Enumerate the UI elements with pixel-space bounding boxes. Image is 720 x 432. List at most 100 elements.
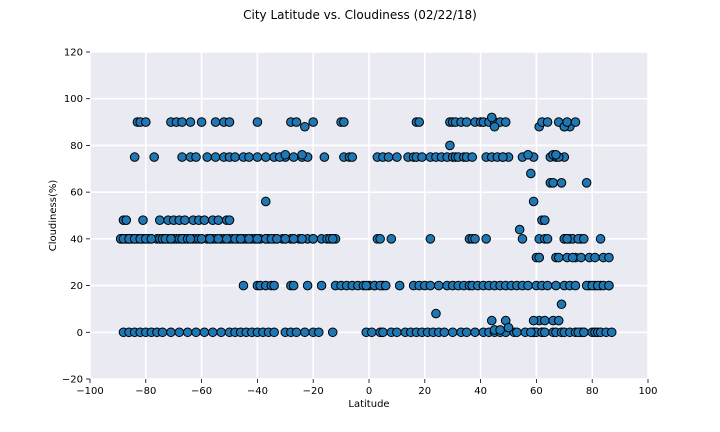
y-tick-label: 0 [77, 328, 83, 339]
x-tick-label: 100 [638, 386, 657, 397]
data-point [467, 152, 478, 162]
data-point [260, 196, 271, 207]
data-point [300, 121, 310, 132]
data-point [260, 152, 271, 162]
data-point [121, 215, 132, 225]
data-point [235, 234, 246, 244]
data-point [556, 178, 567, 188]
data-point [191, 327, 201, 338]
data-point [157, 327, 168, 338]
data-point [288, 152, 299, 162]
x-tick-label: −40 [247, 386, 268, 397]
data-point [297, 149, 307, 160]
data-point [417, 152, 427, 162]
y-tick-label: 60 [70, 188, 83, 199]
data-point [269, 327, 279, 338]
data-point [394, 280, 405, 291]
data-point [553, 252, 564, 263]
data-point [280, 149, 291, 160]
data-point [439, 327, 450, 338]
data-point [339, 117, 349, 127]
data-point [308, 234, 319, 244]
data-point [213, 234, 224, 244]
data-point [210, 117, 221, 127]
data-point [512, 327, 522, 338]
x-tick-label: 80 [586, 386, 599, 397]
data-point [347, 152, 358, 162]
data-point [146, 234, 157, 244]
data-point [606, 327, 617, 338]
data-point [300, 327, 310, 338]
data-point [570, 117, 581, 127]
data-point [252, 152, 263, 162]
data-point [177, 117, 187, 127]
data-point [149, 152, 159, 162]
data-point [528, 315, 539, 326]
data-point [579, 327, 589, 338]
data-point [138, 215, 148, 225]
x-axis-label: Latitude [348, 399, 389, 410]
data-point [579, 234, 589, 244]
data-point [288, 234, 299, 244]
data-point [604, 280, 614, 291]
x-tick-label: −60 [191, 386, 212, 397]
data-point [551, 280, 561, 291]
data-point [291, 327, 302, 338]
data-point [210, 152, 221, 162]
data-point [542, 117, 553, 127]
data-point [553, 315, 564, 326]
y-tick-label: 100 [64, 94, 83, 105]
x-tick-label: 20 [418, 386, 431, 397]
data-point [327, 327, 338, 338]
data-point [224, 117, 235, 127]
data-point [595, 234, 606, 244]
y-tick-label: 80 [70, 141, 83, 152]
data-point [177, 152, 187, 162]
data-point [542, 280, 553, 291]
data-point [461, 327, 472, 338]
data-point [366, 327, 377, 338]
data-point [431, 308, 441, 319]
data-point [378, 327, 388, 338]
x-tick-label: 0 [366, 386, 372, 397]
data-point [205, 234, 215, 244]
data-point [272, 234, 282, 244]
data-point [481, 234, 491, 244]
data-point [590, 252, 600, 263]
data-point [548, 178, 558, 188]
data-point [562, 117, 572, 127]
data-point [570, 280, 581, 291]
data-point [433, 280, 444, 291]
data-point [302, 280, 313, 291]
chart-title: City Latitude vs. Cloudiness (02/22/18) [243, 8, 477, 22]
x-tick-label: −100 [76, 386, 103, 397]
y-axis-ticks: −20 0 20 40 60 80 100 120 [62, 48, 90, 386]
data-point [386, 234, 397, 244]
data-point [486, 112, 497, 123]
data-point [604, 252, 614, 263]
data-point [288, 280, 299, 291]
data-point [425, 234, 436, 244]
data-point [199, 215, 210, 225]
y-axis-label: Cloudiness(%) [48, 180, 59, 252]
data-point [383, 152, 394, 162]
data-point [291, 117, 302, 127]
data-point [392, 327, 402, 338]
data-point [166, 327, 176, 338]
data-point [244, 234, 254, 244]
y-tick-label: 40 [70, 234, 83, 245]
data-point [523, 149, 533, 160]
data-point [392, 152, 402, 162]
data-point [252, 234, 263, 244]
data-point [238, 280, 249, 291]
data-point [517, 234, 528, 244]
x-tick-label: −20 [303, 386, 324, 397]
data-point [576, 252, 586, 263]
data-point [185, 117, 196, 127]
data-point [375, 234, 385, 244]
data-point [180, 215, 190, 225]
data-point [252, 117, 263, 127]
data-point [316, 280, 327, 291]
y-tick-label: 120 [64, 48, 83, 59]
